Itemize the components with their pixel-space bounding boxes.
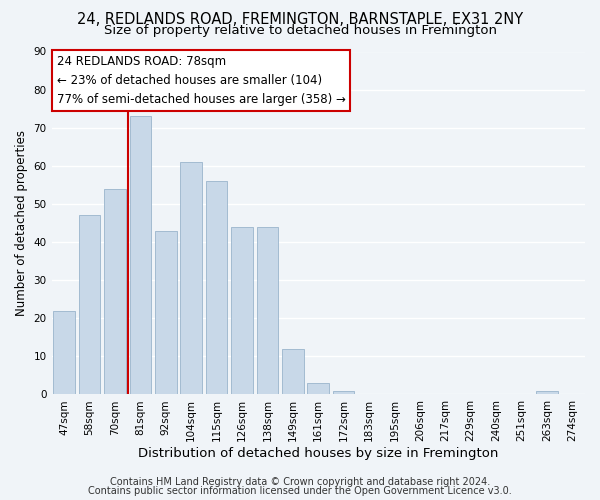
Bar: [333, 390, 355, 394]
Text: Contains HM Land Registry data © Crown copyright and database right 2024.: Contains HM Land Registry data © Crown c…: [110, 477, 490, 487]
Bar: [155, 230, 176, 394]
Text: Size of property relative to detached houses in Fremington: Size of property relative to detached ho…: [104, 24, 497, 37]
Bar: [53, 310, 75, 394]
Y-axis label: Number of detached properties: Number of detached properties: [15, 130, 28, 316]
Bar: [257, 227, 278, 394]
Bar: [307, 383, 329, 394]
Bar: [79, 216, 100, 394]
Bar: [206, 181, 227, 394]
Bar: [231, 227, 253, 394]
Bar: [130, 116, 151, 394]
X-axis label: Distribution of detached houses by size in Fremington: Distribution of detached houses by size …: [138, 447, 499, 460]
Bar: [536, 390, 557, 394]
Bar: [181, 162, 202, 394]
Bar: [282, 348, 304, 395]
Text: 24 REDLANDS ROAD: 78sqm
← 23% of detached houses are smaller (104)
77% of semi-d: 24 REDLANDS ROAD: 78sqm ← 23% of detache…: [57, 55, 346, 106]
Text: Contains public sector information licensed under the Open Government Licence v3: Contains public sector information licen…: [88, 486, 512, 496]
Bar: [104, 188, 126, 394]
Text: 24, REDLANDS ROAD, FREMINGTON, BARNSTAPLE, EX31 2NY: 24, REDLANDS ROAD, FREMINGTON, BARNSTAPL…: [77, 12, 523, 28]
